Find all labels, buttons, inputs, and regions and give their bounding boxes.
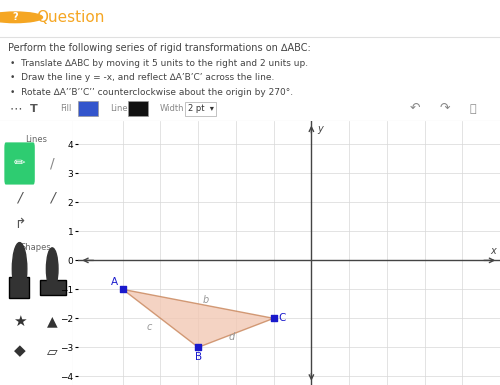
FancyBboxPatch shape <box>4 142 35 184</box>
Text: ✏: ✏ <box>14 156 26 171</box>
Text: /: / <box>50 156 54 171</box>
Text: 2 pt  ▾: 2 pt ▾ <box>188 104 214 113</box>
Text: y: y <box>317 124 323 134</box>
Text: Lines: Lines <box>25 135 47 144</box>
Text: ⋯: ⋯ <box>10 102 22 115</box>
Circle shape <box>0 12 42 23</box>
Point <box>119 286 127 293</box>
FancyBboxPatch shape <box>78 101 98 116</box>
Text: Perform the following series of rigid transformations on ∆ABC:: Perform the following series of rigid tr… <box>8 43 310 53</box>
Text: c: c <box>146 322 152 332</box>
Text: ↱: ↱ <box>14 217 26 231</box>
Text: ↷: ↷ <box>440 102 450 115</box>
Text: /: / <box>50 191 54 205</box>
Circle shape <box>46 248 58 290</box>
Text: 🗑: 🗑 <box>470 104 476 114</box>
Text: ▱: ▱ <box>47 344 58 358</box>
Text: Line: Line <box>110 104 128 113</box>
Text: x: x <box>490 246 496 256</box>
Point <box>194 344 202 350</box>
Circle shape <box>12 243 27 295</box>
Text: •  Draw the line y = -x, and reflect ∆A’B’C’ across the line.: • Draw the line y = -x, and reflect ∆A’B… <box>10 74 274 82</box>
Text: ▲: ▲ <box>47 315 58 329</box>
Point <box>270 315 278 321</box>
Text: d: d <box>229 332 235 342</box>
Text: B: B <box>194 352 202 362</box>
Text: Fill: Fill <box>60 104 72 113</box>
Text: ?: ? <box>12 12 18 22</box>
Text: •  Rotate ∆A’’B’’C’’ counterclockwise about the origin by 270°.: • Rotate ∆A’’B’’C’’ counterclockwise abo… <box>10 88 293 97</box>
Text: C: C <box>278 313 285 323</box>
Text: Question: Question <box>36 10 104 25</box>
Text: ◆: ◆ <box>14 343 26 358</box>
Text: Width: Width <box>160 104 184 113</box>
Text: ↶: ↶ <box>410 102 420 115</box>
Text: /: / <box>18 191 22 205</box>
Text: T: T <box>30 104 38 114</box>
Text: •  Translate ∆ABC by moving it 5 units to the right and 2 units up.: • Translate ∆ABC by moving it 5 units to… <box>10 59 308 68</box>
FancyBboxPatch shape <box>8 277 29 298</box>
Text: A: A <box>111 277 118 287</box>
FancyBboxPatch shape <box>128 101 148 116</box>
FancyBboxPatch shape <box>40 280 66 295</box>
Polygon shape <box>123 290 274 347</box>
Text: Shapes: Shapes <box>21 243 52 252</box>
Text: ★: ★ <box>13 314 26 329</box>
Text: b: b <box>202 295 209 305</box>
